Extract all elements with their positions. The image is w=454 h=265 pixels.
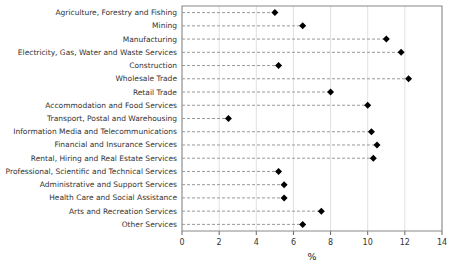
x-axis-label: %	[307, 251, 316, 262]
marker	[318, 208, 325, 215]
stem	[182, 224, 303, 225]
stem	[182, 158, 373, 159]
tick-mark	[367, 231, 368, 235]
marker	[275, 168, 282, 175]
stem	[182, 118, 228, 119]
tick-mark	[442, 231, 443, 235]
marker	[225, 115, 232, 122]
stem	[182, 144, 377, 145]
stem	[182, 171, 279, 172]
category-label: Retail Trade	[133, 88, 177, 97]
tick-mark	[293, 231, 294, 235]
grid-line	[367, 6, 368, 231]
y-labels: Agriculture, Forestry and Fishing Mining M…	[6, 8, 178, 229]
grid-line	[330, 6, 331, 231]
category-label: Construction	[129, 61, 177, 70]
plot-frame	[182, 6, 442, 231]
marker	[370, 155, 377, 162]
marker	[275, 62, 282, 69]
stem	[182, 211, 321, 212]
category-label: Health Care and Social Assistance	[49, 193, 177, 202]
stem	[182, 12, 275, 13]
tick-label: 10	[363, 238, 373, 247]
marker	[405, 75, 412, 82]
tick-mark	[182, 231, 183, 235]
category-label: Arts and Recreation Services	[69, 207, 177, 216]
category-label: Rental, Hiring and Real Estate Services	[31, 154, 177, 163]
category-label: Electricity, Gas, Water and Waste Servic…	[18, 48, 177, 57]
category-label: Accommodation and Food Services	[45, 101, 177, 110]
grid-line	[404, 6, 405, 231]
category-label: Wholesale Trade	[115, 74, 177, 83]
tick-label: 8	[328, 238, 333, 247]
marker	[364, 102, 371, 109]
marker	[368, 128, 375, 135]
stem	[182, 131, 371, 132]
stem	[182, 52, 401, 53]
chart-container: Agriculture, Forestry and Fishing Mining M…	[0, 0, 454, 265]
category-label: Information Media and Telecommunications	[13, 127, 177, 136]
tick-mark	[330, 231, 331, 235]
marker	[281, 181, 288, 188]
marker	[398, 49, 405, 56]
tick-label: 2	[217, 238, 222, 247]
stem	[182, 92, 331, 93]
category-label: Other Services	[122, 220, 177, 229]
marker	[281, 194, 288, 201]
marker	[299, 221, 306, 228]
category-label: Transport, Postal and Warehousing	[46, 114, 177, 123]
marker	[374, 141, 381, 148]
tick-label: 0	[179, 238, 184, 247]
tick-label: 6	[291, 238, 296, 247]
grid-line	[293, 6, 294, 231]
stem	[182, 39, 386, 40]
category-label: Manufacturing	[123, 35, 178, 44]
marker	[327, 89, 334, 96]
category-label: Mining	[152, 21, 177, 30]
tick-mark	[219, 231, 220, 235]
stem	[182, 78, 409, 79]
chart: Agriculture, Forestry and Fishing Mining M…	[0, 0, 454, 265]
tick-label: 12	[400, 238, 410, 247]
stem	[182, 65, 279, 66]
category-label: Financial and Insurance Services	[54, 140, 177, 149]
grid-line	[256, 6, 257, 231]
tick-label: 14	[437, 238, 447, 247]
tick-mark	[404, 231, 405, 235]
category-label: Professional, Scientific and Technical S…	[6, 167, 177, 176]
category-label: Administrative and Support Services	[40, 180, 177, 189]
marker	[299, 22, 306, 29]
marks	[182, 9, 412, 228]
tick-mark	[256, 231, 257, 235]
category-label: Agriculture, Forestry and Fishing	[55, 8, 177, 17]
grid	[182, 6, 442, 231]
stem	[182, 25, 303, 26]
tick-label: 4	[254, 238, 259, 247]
marker	[383, 36, 390, 43]
stem	[182, 197, 284, 198]
marker	[271, 9, 278, 16]
stem	[182, 184, 284, 185]
stem	[182, 105, 368, 106]
